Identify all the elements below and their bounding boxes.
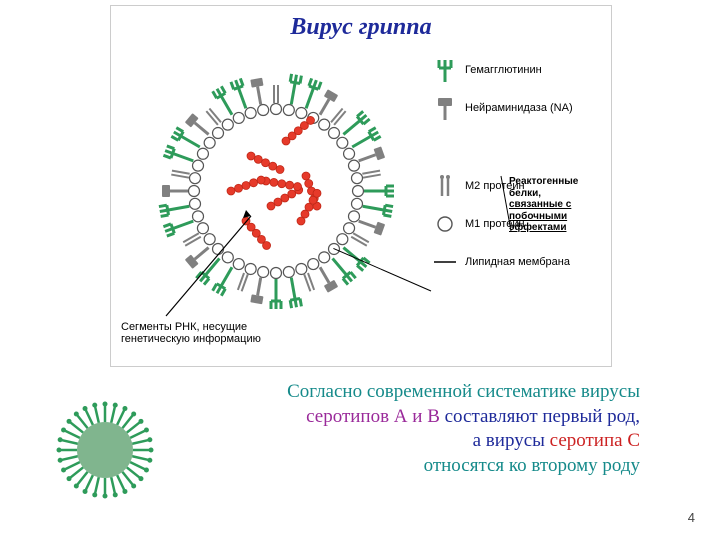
legend-row-1: Нейраминидаза (NA): [431, 94, 601, 122]
diagram-title: Вирус гриппа: [111, 14, 611, 41]
sidebox-l1: Реактогенные: [509, 176, 601, 188]
sidebox-l2: белки,: [509, 188, 601, 200]
legend-row-4: Липидная мембрана: [431, 248, 601, 276]
legend-label-4: Липидная мембрана: [465, 256, 570, 268]
side-effects-box: Реактогенные белки, связанные с побочным…: [509, 176, 601, 234]
legend: ГемагглютининНейраминидаза (NA)М2 протеи…: [431, 56, 601, 286]
sidebox-l5: эффектами: [509, 222, 601, 234]
diagram-title-text: Вирус гриппа: [290, 14, 431, 40]
rna-label: Сегменты РНК, несущие генетическую инфор…: [121, 321, 281, 346]
sidebox-l4: побочными: [509, 211, 601, 223]
legend-label-1: Нейраминидаза (NA): [465, 102, 573, 114]
virus-diagram-panel: Вирус гриппа Сегменты РНК, несущие генет…: [110, 5, 612, 367]
virus-thumbnail: [55, 400, 155, 500]
sidebox-l3: связанные с: [509, 199, 601, 211]
legend-label-0: Гемагглютинин: [465, 64, 542, 76]
legend-row-0: Гемагглютинин: [431, 56, 601, 84]
caption-text: Согласно современной систематике вирусы …: [210, 380, 640, 479]
page-number: 4: [688, 510, 695, 525]
